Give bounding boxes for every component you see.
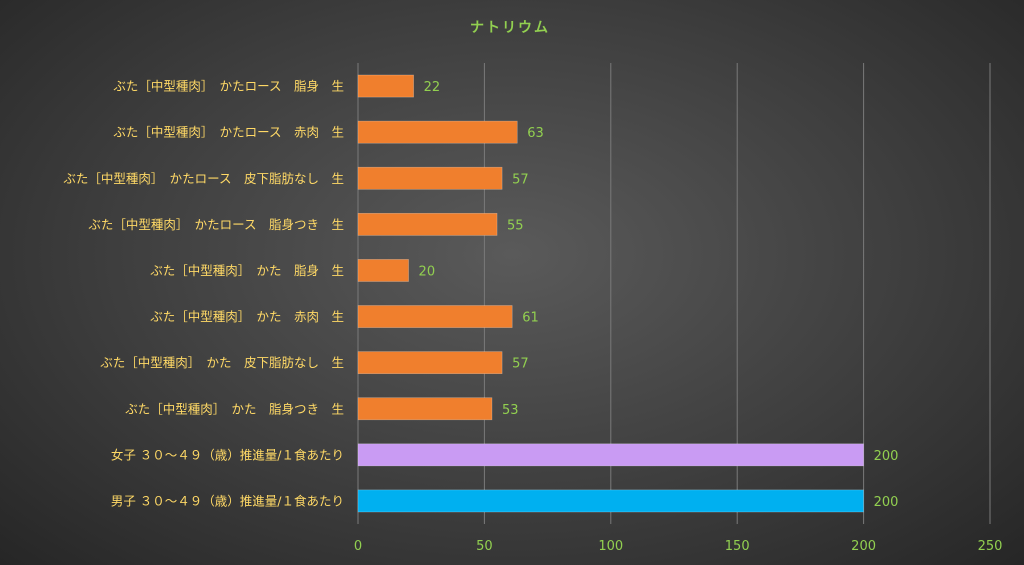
category-label: ぶた［中型種肉］ かた 皮下脂肪なし 生 [100,355,344,370]
category-label: 女子 ３０～４９（歳）推進量/１食あたり [111,447,344,462]
bar [357,120,518,144]
bar [357,259,409,282]
x-tick-label: 200 [851,539,876,554]
value-label: 20 [419,264,436,279]
category-label: ぶた［中型種肉］ かた 脂身 生 [150,263,344,278]
bar [357,351,503,375]
value-labels: 22 63 57 55 20 61 57 53 200 200 [419,80,899,510]
category-label: ぶた［中型種肉］ かたロース 皮下脂肪なし 生 [63,171,344,186]
value-label: 57 [512,357,529,372]
bar [357,166,503,190]
x-tick-label: 250 [978,539,1003,554]
x-tick-label: 100 [598,539,623,554]
x-tick-label: 50 [476,539,493,554]
x-axis-tick-labels: 0 50 100 150 200 250 [354,539,1003,554]
bars [357,74,864,513]
x-tick-label: 150 [725,539,750,554]
value-label: 61 [522,311,539,326]
category-labels: ぶた［中型種肉］ かたロース 脂身 生ぶた［中型種肉］ かたロース 赤肉 生ぶた… [63,79,344,509]
value-label: 55 [507,218,524,233]
category-label: 男子 ３０～４９（歳）推進量/１食あたり [111,493,344,508]
category-label: ぶた［中型種肉］ かたロース 赤肉 生 [113,125,344,140]
chart-title: ナトリウム [470,20,550,36]
bar [357,397,493,421]
bar [357,74,414,98]
bar [357,305,513,328]
bar [357,212,498,236]
value-label: 200 [874,449,899,464]
bar [357,489,864,513]
value-label: 22 [424,80,441,95]
category-label: ぶた［中型種肉］ かた 赤肉 生 [150,309,344,324]
x-tick-label: 0 [354,539,362,554]
value-label: 53 [502,403,519,418]
bar [357,443,864,467]
value-label: 57 [512,172,529,187]
category-label: ぶた［中型種肉］ かたロース 脂身つき 生 [88,217,344,232]
value-label: 200 [874,495,899,510]
category-label: ぶた［中型種肉］ かたロース 脂身 生 [113,79,344,94]
value-label: 63 [527,126,544,141]
category-label: ぶた［中型種肉］ かた 脂身つき 生 [125,401,344,416]
